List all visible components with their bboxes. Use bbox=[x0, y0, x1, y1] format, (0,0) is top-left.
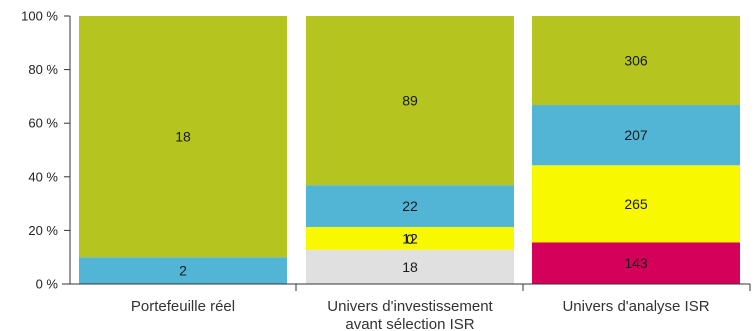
x-category-label-line: Portefeuille réel bbox=[131, 298, 235, 315]
data-label-cat1-series4: 89 bbox=[402, 93, 418, 109]
data-label-cat0-series4: 18 bbox=[175, 129, 191, 145]
x-category-label: Univers d'investissement avant sélection … bbox=[327, 298, 493, 331]
data-label-cat1-series0: 18 bbox=[402, 259, 418, 275]
data-label-cat1-series1: 0 bbox=[406, 231, 414, 247]
y-tick-label: 40 % bbox=[28, 169, 58, 184]
data-label-cat1-series2: 12 bbox=[402, 230, 418, 246]
y-tick-label: 100 % bbox=[21, 9, 58, 24]
bar-segment-cat2-series4 bbox=[532, 16, 740, 106]
bar-segment-cat2-series3 bbox=[532, 105, 740, 166]
bar-segment-cat2-series2 bbox=[532, 165, 740, 243]
data-label-cat2-series1: 143 bbox=[624, 255, 648, 271]
data-label-cat2-series2: 265 bbox=[624, 196, 648, 212]
y-tick-label: 0 % bbox=[36, 277, 59, 292]
x-category-label-line: Univers d'analyse ISR bbox=[562, 298, 709, 315]
data-label-cat0-series3: 2 bbox=[179, 263, 187, 279]
y-tick-label: 20 % bbox=[28, 223, 58, 238]
axes-layer: 0 % 20 % 40 % 60 % 80 % 100 % Portefeuille rée… bbox=[21, 9, 751, 331]
y-tick-label: 80 % bbox=[28, 62, 58, 77]
bars-layer bbox=[79, 16, 740, 284]
data-label-cat2-series4: 306 bbox=[624, 53, 648, 69]
bar-segment-cat0-series4 bbox=[79, 16, 287, 258]
data-label-cat1-series3: 22 bbox=[402, 198, 418, 214]
bar-segment-cat2-series1 bbox=[532, 242, 740, 284]
data-labels-layer: 2 18 18 012 22 89 143 265 207 306 bbox=[175, 53, 648, 279]
bar-segment-cat0-series3 bbox=[79, 257, 287, 284]
data-label-cat2-series3: 207 bbox=[624, 127, 648, 143]
x-category-label-line: avant sélection ISR bbox=[345, 316, 474, 331]
bar-segment-cat1-series4 bbox=[306, 16, 514, 186]
y-tick-label: 60 % bbox=[28, 116, 58, 131]
bar-segment-cat1-series2 bbox=[306, 226, 514, 250]
bar-segment-cat1-series3 bbox=[306, 185, 514, 227]
x-category-label: Portefeuille réel bbox=[131, 298, 235, 315]
x-category-label: Univers d'analyse ISR bbox=[562, 298, 709, 315]
bar-segment-cat1-series0 bbox=[306, 249, 514, 284]
x-category-label-line: Univers d'investissement bbox=[327, 298, 493, 315]
